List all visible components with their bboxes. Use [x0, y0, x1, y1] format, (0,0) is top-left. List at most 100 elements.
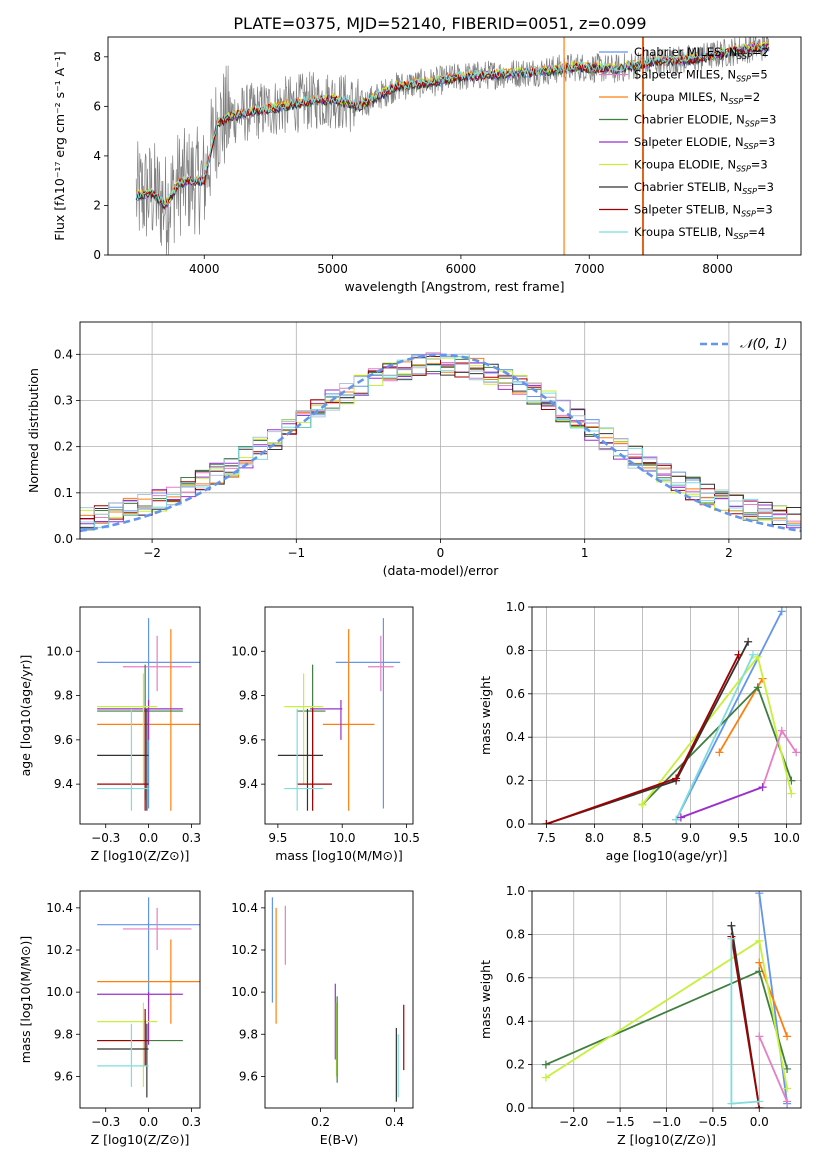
x-tick-label: −2.0 — [559, 1115, 588, 1129]
massweight-vs-age-ylabel: mass weight — [478, 676, 493, 755]
y-tick-label: 0.3 — [54, 393, 73, 407]
mass-weight-marker — [792, 748, 801, 757]
massweight-vs-Z-xlabel: Z [log10(Z/Z⊙)] — [617, 1132, 716, 1147]
residual-histogram — [80, 355, 801, 529]
mass-weight-marker — [783, 1032, 792, 1041]
age-vs-Z-ylabel: age [log10(age/yr)] — [18, 655, 33, 777]
y-tick-label: 0.8 — [506, 927, 525, 941]
mass-weight-marker — [783, 1097, 792, 1106]
mass-vs-EBV-frame — [264, 890, 414, 1109]
mass-weight-marker — [727, 1099, 736, 1108]
x-tick-label: −1.0 — [652, 1115, 681, 1129]
mass-vs-Z-frame — [79, 890, 201, 1109]
massweight-vs-Z-axes: −2.0 −1.5 −1.0 −0.5 0.0 0.0 0.2 0.4 0.6 0.8 1.0 Z [… — [478, 884, 802, 1147]
mass-weight-marker — [783, 1064, 792, 1073]
spectrum-xlabel: wavelength [Angstrom, rest frame] — [344, 279, 564, 294]
y-tick-label: 10.2 — [46, 943, 73, 957]
y-tick-label: 10.4 — [46, 901, 73, 915]
x-tick-label: 4000 — [189, 262, 220, 276]
y-tick-label: 9.6 — [54, 733, 73, 747]
massweight-vs-Z-ylabel: mass weight — [478, 960, 493, 1039]
mass-weight-marker — [672, 774, 681, 783]
y-tick-label: 0.4 — [506, 1014, 525, 1028]
mass-weight-marker — [777, 607, 786, 616]
mass-weight-marker — [638, 800, 647, 809]
massweight-vs-Z-plot-area — [541, 891, 792, 1108]
figure-title: PLATE=0375, MJD=52140, FIBERID=0051, z=0… — [233, 14, 646, 33]
mass-weight-marker — [748, 650, 757, 659]
y-tick-label: 0.4 — [54, 347, 73, 361]
x-tick-label: 5000 — [317, 262, 348, 276]
x-tick-label: 8.5 — [633, 831, 652, 845]
mass-vs-Z-xlabel: Z [log10(Z/Z⊙)] — [91, 1132, 190, 1147]
y-tick-label: 0.8 — [506, 643, 525, 657]
age-vs-Z-plot-area — [97, 618, 200, 811]
y-tick-label: 0.2 — [54, 440, 73, 454]
age-vs-mass-plot-area — [277, 618, 401, 811]
mass-weight-marker — [542, 820, 551, 824]
age-vs-mass-xlabel: mass [log10(M/M⊙)] — [275, 848, 403, 863]
age-vs-Z-axes: −0.3 0.0 0.3 9.4 9.6 9.8 10.0 Z [log10(Z/Z⊙)] ag… — [18, 606, 201, 863]
x-tick-label: −1 — [287, 546, 305, 560]
x-tick-label: 9.5 — [729, 831, 748, 845]
mass-vs-EBV-xlabel: E(B-V) — [320, 1132, 359, 1147]
spectrum-plot-area — [135, 37, 770, 255]
y-tick-label: 9.8 — [239, 1027, 258, 1041]
age-vs-mass-frame — [264, 606, 414, 825]
y-tick-label: 9.6 — [54, 1069, 73, 1083]
y-tick-label: 10.2 — [231, 943, 258, 957]
x-tick-label: −1.5 — [606, 1115, 635, 1129]
mass-weight-marker — [755, 891, 764, 898]
legend-label: 𝒩(0, 1) — [740, 337, 787, 352]
y-tick-label: 4 — [93, 149, 101, 163]
y-tick-label: 9.8 — [54, 689, 73, 703]
legend-label: Salpeter STELIB, NSSP=3 — [634, 203, 773, 219]
x-tick-label: 8000 — [702, 262, 733, 276]
x-tick-label: 9.0 — [681, 831, 700, 845]
x-tick-label: 9.5 — [268, 831, 287, 845]
x-tick-label: 0.2 — [311, 1115, 330, 1129]
y-tick-label: 10.0 — [46, 644, 73, 658]
mass-weight-marker — [755, 936, 764, 945]
x-tick-label: 0.3 — [182, 1115, 201, 1129]
model-spectrum-line — [135, 40, 770, 208]
x-tick-label: 0 — [437, 546, 445, 560]
legend-label: Chabrier MILES, NSSP=2 — [634, 45, 769, 61]
massweight-vs-Z-frame — [531, 890, 802, 1109]
legend-label: Kroupa ELODIE, NSSP=3 — [634, 158, 768, 174]
mass-vs-EBV-plot-area — [271, 897, 405, 1102]
x-tick-label: −0.3 — [91, 1115, 120, 1129]
mass-vs-Z-plot-area — [97, 897, 200, 1098]
age-vs-Z-frame — [79, 606, 201, 825]
x-tick-label: 6000 — [446, 262, 477, 276]
y-tick-label: 8 — [93, 50, 101, 64]
mass-weight-marker — [783, 1084, 792, 1093]
y-tick-label: 9.4 — [54, 777, 73, 791]
massweight-vs-age-frame — [531, 606, 802, 825]
legend-label: Chabrier ELODIE, NSSP=3 — [634, 113, 776, 129]
mass-weight-marker — [715, 748, 724, 757]
spectrum-axes: 4000 5000 6000 7000 8000 0 2 4 6 8 wavelength [Ang… — [52, 36, 802, 294]
x-tick-label: 7000 — [574, 262, 605, 276]
y-tick-label: 2 — [93, 198, 101, 212]
age-vs-mass-axes: 9.5 10.0 10.5 9.4 9.6 9.8 10.0 mass [log10(M/M⊙… — [231, 606, 420, 863]
y-tick-label: 10.0 — [231, 644, 258, 658]
x-tick-label: 0.3 — [182, 831, 201, 845]
mass-weight-line — [758, 962, 788, 1037]
y-tick-label: 0.6 — [506, 687, 525, 701]
residual-histogram — [80, 353, 801, 522]
y-tick-label: 0.2 — [506, 1058, 525, 1072]
legend-label: Chabrier STELIB, NSSP=3 — [634, 180, 774, 196]
mass-weight-marker — [755, 958, 764, 967]
y-tick-label: 0.4 — [506, 730, 525, 744]
residuals-xlabel: (data-model)/error — [383, 563, 500, 578]
mass-vs-Z-background — [80, 891, 200, 1108]
mass-weight-line — [730, 936, 761, 1108]
residuals-frame — [79, 321, 802, 540]
mass-weight-line — [680, 786, 763, 819]
model-spectrum-line — [135, 41, 770, 207]
mass-weight-marker — [541, 1060, 550, 1069]
mass-weight-marker — [734, 650, 743, 659]
mass-weight-marker — [755, 967, 764, 976]
y-tick-label: 1.0 — [506, 884, 525, 898]
